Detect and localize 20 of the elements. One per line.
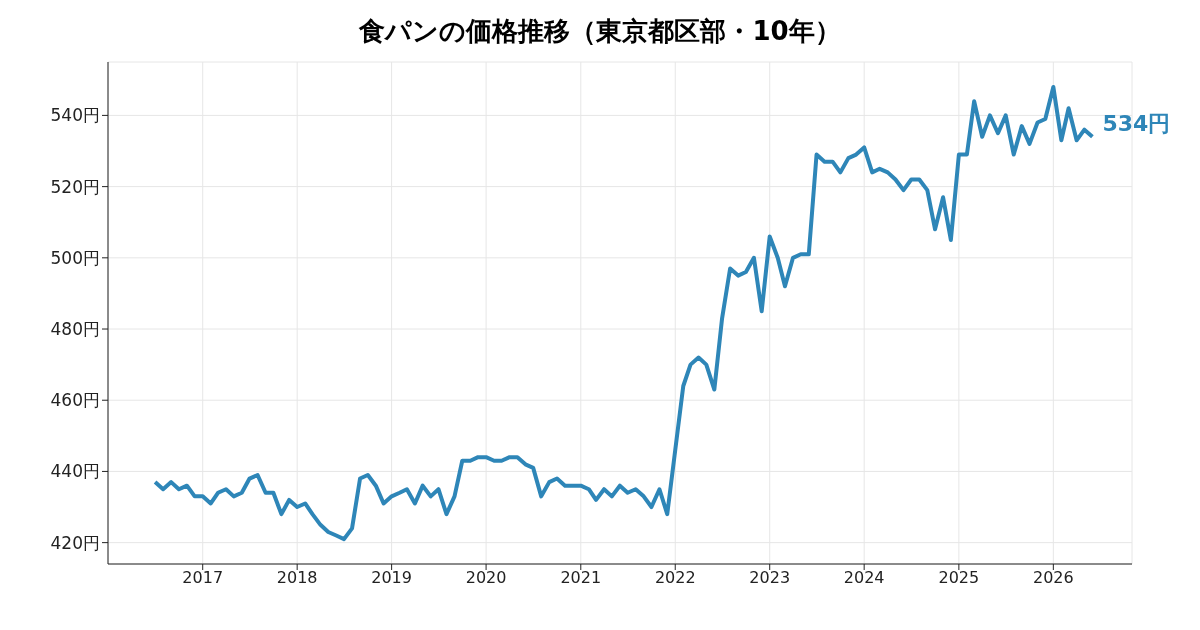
line-series (153, 84, 1095, 542)
x-tick-label: 2026 (1032, 568, 1074, 588)
x-tick-label: 2023 (749, 568, 791, 588)
annotation: 534円 (1102, 110, 1171, 136)
x-tick-label: 2022 (654, 568, 696, 588)
x-tick-label: 2017 (182, 568, 224, 588)
y-tick-label: 460円 (50, 390, 100, 411)
x-tick-label: 2024 (843, 568, 885, 588)
y-tick-label: 420円 (50, 532, 100, 553)
y-tick-label: 500円 (50, 247, 100, 268)
y-tick-label: 480円 (50, 319, 100, 340)
y-tick-label: 540円 (50, 105, 100, 126)
y-tick-label: 440円 (50, 461, 100, 482)
y-tick-label: 520円 (50, 176, 100, 197)
x-tick-label: 2020 (465, 568, 507, 588)
x-tick-label: 2025 (938, 568, 980, 588)
x-tick-label: 2021 (560, 568, 602, 588)
x-tick-label: 2018 (276, 568, 318, 588)
chart-title: 食パンの価格推移（東京都区部・10年） (358, 15, 842, 48)
x-tick-label: 2019 (371, 568, 412, 588)
